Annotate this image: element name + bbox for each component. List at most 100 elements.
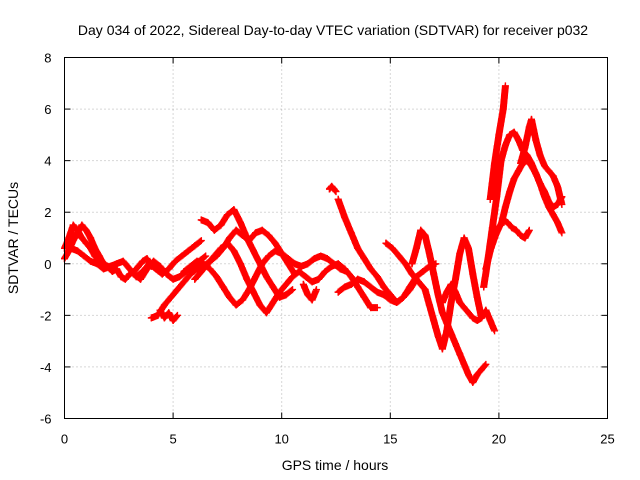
data-point xyxy=(541,162,549,170)
y-tick-label: -4 xyxy=(40,360,52,375)
data-point xyxy=(554,219,562,227)
plot-frame xyxy=(64,57,608,419)
data-point xyxy=(412,244,420,252)
data-point xyxy=(223,211,231,219)
data-point xyxy=(236,260,244,268)
data-point xyxy=(493,193,501,201)
data-point xyxy=(232,301,240,309)
series-arc-11 xyxy=(325,182,340,196)
data-point xyxy=(460,304,468,312)
data-point xyxy=(87,234,95,242)
data-point xyxy=(523,157,531,165)
data-point xyxy=(558,200,566,208)
data-point xyxy=(171,257,179,265)
data-point xyxy=(271,239,279,247)
data-point xyxy=(121,275,129,283)
data-point xyxy=(486,247,494,255)
data-point xyxy=(393,298,401,306)
data-point xyxy=(456,249,464,257)
data-point xyxy=(399,293,407,301)
series-arc-13 xyxy=(334,260,440,306)
data-point xyxy=(456,298,464,306)
data-point xyxy=(226,293,234,301)
data-point xyxy=(373,288,381,296)
data-point xyxy=(69,221,77,229)
x-tick-label: 20 xyxy=(492,432,506,447)
data-point xyxy=(438,345,446,353)
data-point xyxy=(525,123,533,131)
data-point xyxy=(87,257,95,265)
data-point xyxy=(269,283,277,291)
data-point xyxy=(402,260,410,268)
data-point xyxy=(388,244,396,252)
data-point xyxy=(230,206,238,214)
y-axis-label: SDTVAR / TECUs xyxy=(5,182,21,294)
data-point xyxy=(184,247,192,255)
data-point xyxy=(119,257,127,265)
series-arc-16 xyxy=(421,234,486,353)
data-point xyxy=(469,378,477,386)
x-tick-label: 10 xyxy=(274,432,288,447)
data-point xyxy=(269,298,277,306)
series-arc-14 xyxy=(382,239,429,294)
data-point xyxy=(447,280,455,288)
data-point xyxy=(258,226,266,234)
data-point xyxy=(160,314,168,322)
data-point xyxy=(491,234,499,242)
data-point xyxy=(491,159,499,167)
data-point xyxy=(219,283,227,291)
data-point xyxy=(156,306,164,314)
data-point xyxy=(480,283,488,291)
data-point xyxy=(469,270,477,278)
data-point xyxy=(380,283,388,291)
data-point xyxy=(265,252,273,260)
data-point xyxy=(197,268,205,276)
data-point xyxy=(536,151,544,159)
data-point xyxy=(197,216,205,224)
data-point xyxy=(163,270,171,278)
data-point xyxy=(501,203,509,211)
data-point xyxy=(382,239,390,247)
data-point xyxy=(460,360,468,368)
data-point xyxy=(367,304,375,312)
data-point xyxy=(252,273,260,281)
data-point xyxy=(130,270,138,278)
series-arc-6 xyxy=(156,306,181,325)
data-point xyxy=(451,275,459,283)
data-point xyxy=(100,265,108,273)
data-point xyxy=(347,280,355,288)
data-point xyxy=(451,288,459,296)
data-point xyxy=(213,273,221,281)
data-point xyxy=(117,273,125,281)
data-point xyxy=(165,265,173,273)
data-point xyxy=(193,265,201,273)
data-point xyxy=(323,255,331,263)
data-point xyxy=(554,182,562,190)
data-point xyxy=(206,265,214,273)
data-point xyxy=(297,262,305,270)
data-point xyxy=(482,265,490,273)
data-point xyxy=(262,309,270,317)
series-arc-15 xyxy=(408,226,490,386)
data-point xyxy=(156,262,164,270)
data-point xyxy=(430,317,438,325)
data-point xyxy=(239,296,247,304)
data-point xyxy=(514,167,522,175)
data-point xyxy=(282,291,290,299)
data-point xyxy=(173,311,181,319)
data-point xyxy=(451,340,459,348)
chart-title: Day 034 of 2022, Sidereal Day-to-day VTE… xyxy=(78,22,588,38)
data-point xyxy=(204,219,212,227)
data-point xyxy=(517,231,525,239)
data-point xyxy=(243,234,251,242)
data-point xyxy=(249,288,257,296)
data-point xyxy=(464,309,472,317)
data-point xyxy=(328,262,336,270)
data-point xyxy=(482,360,490,368)
data-point xyxy=(95,252,103,260)
data-point xyxy=(74,229,82,237)
data-point xyxy=(473,293,481,301)
data-point xyxy=(506,188,514,196)
data-point xyxy=(532,170,540,178)
series-arc-7 xyxy=(197,206,297,301)
